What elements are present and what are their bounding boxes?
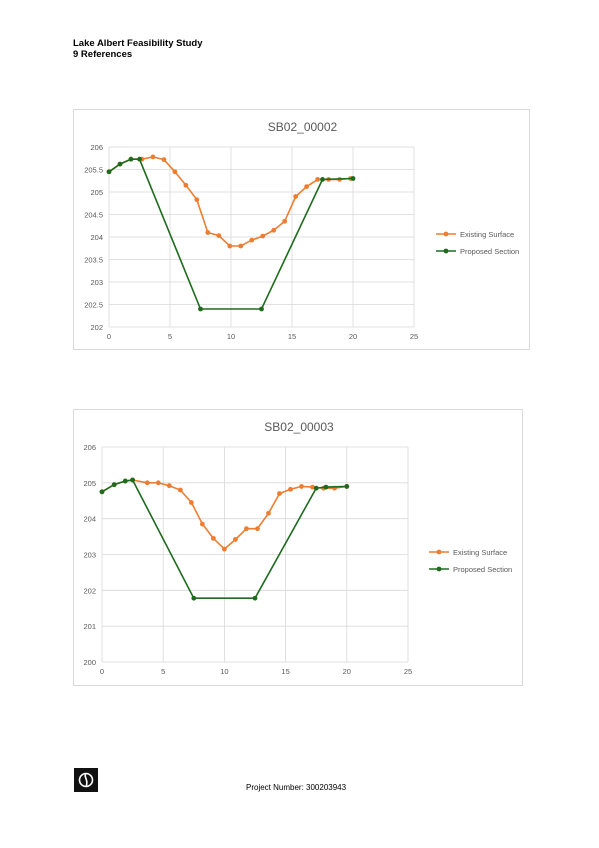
data-point <box>188 500 194 505</box>
data-point <box>320 177 325 182</box>
document-header: Lake Albert Feasibility Study 9 Referenc… <box>73 38 203 60</box>
section-heading: 9 References <box>73 49 133 60</box>
legend-label: Proposed Section <box>453 565 512 574</box>
x-tick-label: 0 <box>107 332 111 341</box>
data-point <box>350 176 356 181</box>
data-point <box>233 537 238 542</box>
x-tick-label: 15 <box>281 667 289 676</box>
data-point <box>150 154 156 160</box>
data-point <box>111 482 117 488</box>
y-tick-label: 206 <box>83 443 96 452</box>
x-tick-label: 5 <box>161 667 165 676</box>
data-point <box>227 243 233 249</box>
x-tick-label: 25 <box>404 667 412 676</box>
data-point <box>244 526 249 532</box>
data-point <box>194 197 200 203</box>
legend-swatch-marker <box>436 549 442 555</box>
chart-title: SB02_00003 <box>264 420 334 434</box>
x-tick-label: 0 <box>100 667 104 676</box>
data-point <box>266 510 271 516</box>
y-tick-label: 200 <box>83 658 96 667</box>
data-point <box>259 306 264 312</box>
data-point <box>137 156 142 162</box>
data-point <box>315 177 321 182</box>
data-point <box>304 184 310 189</box>
x-tick-label: 10 <box>220 667 228 676</box>
legend-label: Proposed Section <box>460 247 519 256</box>
data-point <box>299 484 304 489</box>
x-tick-label: 15 <box>288 332 296 341</box>
data-point <box>122 478 128 484</box>
data-point <box>177 487 183 493</box>
data-point <box>99 489 105 495</box>
data-point <box>210 535 216 541</box>
data-point <box>249 237 255 243</box>
data-point <box>344 484 350 489</box>
y-tick-label: 203 <box>90 278 103 287</box>
legend-label: Existing Surface <box>460 230 514 239</box>
x-tick-label: 10 <box>227 332 235 341</box>
y-tick-label: 202 <box>90 323 103 332</box>
y-tick-label: 201 <box>83 622 96 631</box>
data-point <box>216 233 222 239</box>
y-tick-label: 205 <box>83 479 96 488</box>
data-point <box>198 306 203 312</box>
y-tick-label: 202 <box>83 586 96 595</box>
data-point <box>155 480 161 486</box>
data-point <box>205 230 211 235</box>
data-point <box>260 233 266 239</box>
y-tick-label: 205 <box>90 188 103 197</box>
chart-svg: SB02_00003 200 201 202 203 204 205 206 0 5 10 15 20 2… <box>83 420 512 676</box>
legend-swatch-marker <box>443 248 449 254</box>
data-point <box>161 157 167 162</box>
data-point <box>117 161 123 167</box>
data-point <box>106 169 112 175</box>
y-tick-label: 203.5 <box>84 256 103 265</box>
data-point <box>323 484 329 490</box>
data-point <box>277 491 282 496</box>
document-title: Lake Albert Feasibility Study <box>73 38 203 49</box>
data-point <box>199 521 205 527</box>
data-point <box>288 486 293 492</box>
legend-label: Existing Surface <box>453 548 507 557</box>
x-tick-label: 5 <box>168 332 172 341</box>
x-tick-label: 25 <box>410 332 418 341</box>
y-tick-label: 205.5 <box>84 166 103 175</box>
project-number: Project Number: 300203943 <box>246 783 347 792</box>
data-point <box>271 227 277 233</box>
company-logo-icon <box>74 768 98 792</box>
data-point <box>255 526 260 532</box>
chart-title: SB02_00002 <box>268 120 338 134</box>
y-tick-label: 204 <box>83 515 96 524</box>
data-point <box>282 218 288 224</box>
data-point <box>130 477 135 483</box>
data-point <box>191 595 197 601</box>
x-tick-label: 20 <box>343 667 351 676</box>
y-tick-label: 204 <box>90 233 103 242</box>
data-point <box>252 595 258 601</box>
y-tick-label: 203 <box>83 551 96 560</box>
legend-swatch-marker <box>443 231 449 237</box>
legend-swatch-marker <box>436 566 442 572</box>
data-point <box>310 484 315 490</box>
data-point <box>222 546 227 552</box>
data-point <box>166 483 172 489</box>
chart-svg: SB02_00002202202.5203203.5204204.5205205… <box>84 120 519 341</box>
x-tick-label: 20 <box>349 332 357 341</box>
series-line-0 <box>108 156 351 247</box>
chart-sb02-00003: SB02_00003 200 201 202 203 204 205 206 0 5 10 15 20 2… <box>73 409 523 686</box>
data-point <box>128 156 134 162</box>
y-tick-label: 202.5 <box>84 301 103 310</box>
data-point <box>183 182 189 188</box>
y-tick-label: 204.5 <box>84 211 103 220</box>
data-point <box>313 485 319 491</box>
data-point <box>238 243 244 249</box>
data-point <box>172 169 178 175</box>
data-point <box>144 480 150 486</box>
y-tick-label: 206 <box>90 143 103 152</box>
data-point <box>293 194 299 199</box>
chart-sb02-00002: SB02_00002 202 202.5 203 203.5 204 204.5 205 205… <box>73 109 530 350</box>
